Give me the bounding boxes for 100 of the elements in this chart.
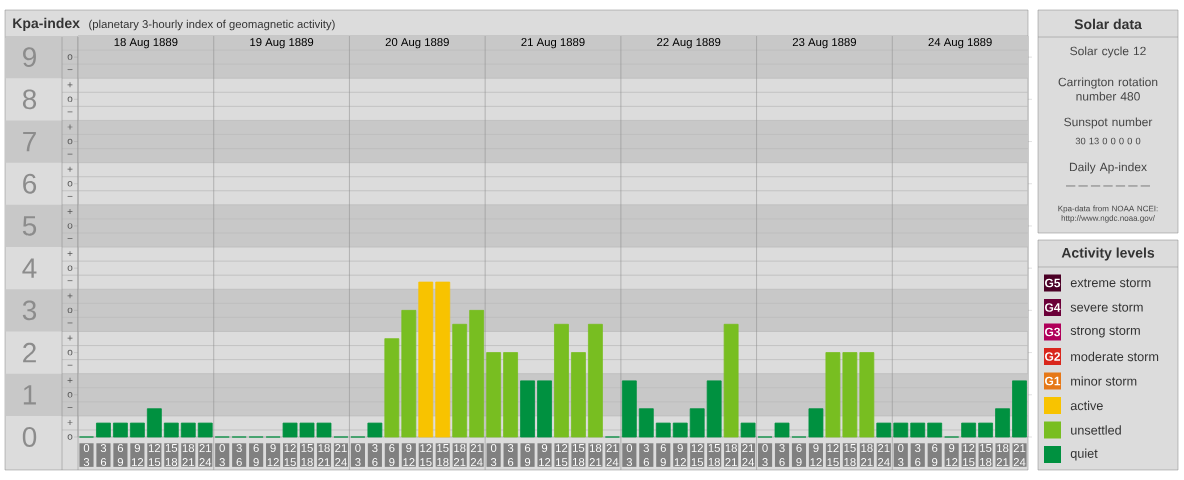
x-tick-label: 9 12 [403,444,415,466]
x-tick-label: 3 6 [779,444,785,467]
text: + [67,82,73,88]
legend-title: Activity levels [1061,247,1155,261]
text: + [67,335,73,341]
legend-label: unsettled [1071,425,1121,435]
y-tick-label: 6 [23,173,37,194]
legend-label: minor storm [1071,376,1137,386]
x-tick-label: 18 21 [453,444,466,466]
text: Solar cycle 12 [1070,46,1146,58]
x-tick-label: 21 24 [199,444,212,466]
x-tick-label: 15 18 [165,444,178,466]
text: − [67,322,73,324]
x-tick-label: 12 15 [420,444,432,467]
text: o [67,181,73,187]
legend-label: strong storm [1070,326,1140,338]
y-tick-label: 1 [23,385,36,405]
y-tick-label: 4 [22,258,37,278]
text: + [67,124,73,130]
text: G2 [1045,352,1061,361]
x-tick-label: 6 9 [117,444,124,467]
x-tick-label: 15 18 [573,444,585,466]
x-tick-label: 0 3 [83,444,90,467]
text: G5 [1045,278,1061,288]
x-tick-label: 15 18 [980,444,992,466]
legend-label: extreme storm [1070,278,1151,288]
x-tick-label: 6 9 [660,444,666,467]
x-tick-label: 12 15 [963,444,975,467]
text: + [67,251,73,257]
text: − [67,364,73,366]
y-tick-label: 7 [23,131,36,152]
x-tick-label: 18 21 [318,444,330,466]
x-tick-label: 18 21 [996,444,1009,466]
text: Carrington rotation number 480 [1058,77,1158,101]
chart-subtitle: (planetary 3-hourly index of geomagnetic activity) [89,19,335,31]
legend-label: active [1070,400,1103,411]
x-tick-label: 9 12 [810,444,822,466]
x-tick-label: 12 15 [284,444,296,467]
y-tick-label: 3 [22,300,37,321]
text: Sunspot number [1064,117,1153,129]
text: + [67,377,73,383]
text: o [67,349,73,356]
text: o [67,434,73,440]
x-tick-label: 12 15 [148,444,161,467]
x-tick-label: 3 6 [236,444,242,467]
text: — — — — — — — [1066,185,1150,187]
annotation: 21 Aug 1889 [521,38,585,49]
text: Kpa-data from NOAA NCEI: http://www.ngdc.noaa.gov/ [1058,205,1158,223]
text: + [67,166,73,172]
x-tick-label: 0 3 [762,444,768,467]
x-tick-label: 15 18 [844,444,856,466]
x-tick-label: 9 12 [267,444,279,466]
x-tick-label: 9 12 [539,444,551,466]
x-tick-label: 0 3 [219,444,225,467]
x-tick-label: 6 9 [932,444,938,467]
x-tick-label: 6 9 [796,444,802,467]
y-tick-label: 5 [22,216,37,236]
text: Solar data [1074,18,1142,30]
text: − [67,280,73,282]
x-tick-label: 9 12 [131,444,144,466]
x-tick-label: 3 6 [643,444,649,467]
x-tick-label: 0 3 [355,444,361,467]
annotation: 19 Aug 1889 [250,38,314,49]
x-tick-label: 3 6 [100,444,107,467]
chart-title: Kpa-index [13,17,80,31]
text: − [67,195,73,197]
x-tick-label: 6 9 [389,444,395,467]
y-tick-label: 0 [22,427,37,447]
text: + [67,420,73,425]
text: − [67,69,73,71]
text: o [67,96,73,103]
x-tick-label: 9 12 [946,444,958,466]
text: G4 [1045,303,1061,312]
x-tick-label: 12 15 [691,444,704,467]
text: Daily Ap-index [1069,162,1147,174]
annotation: 20 Aug 1889 [385,38,449,49]
x-tick-label: 15 18 [301,444,313,466]
text: + [67,208,73,214]
x-tick-label: 15 18 [437,444,449,466]
x-tick-label: 21 24 [470,444,483,466]
x-tick-label: 18 21 [589,444,602,466]
x-tick-label: 21 24 [335,444,347,466]
text: o [67,54,73,60]
text: 30 13 0 0 0 0 0 [1075,137,1141,145]
annotation: 23 Aug 1889 [792,38,857,49]
x-tick-label: 6 9 [253,444,259,467]
x-tick-label: 6 9 [524,444,531,467]
text: + [67,293,73,299]
legend-label: moderate storm [1071,351,1159,362]
text: − [67,153,73,155]
x-tick-label: 0 3 [490,444,497,467]
text: o [67,265,73,271]
y-tick-label: 9 [23,47,36,68]
text: − [67,407,73,408]
text: o [67,223,73,229]
x-tick-label: 9 12 [674,444,686,466]
x-tick-label: 18 21 [182,444,195,466]
text: − [67,111,73,113]
x-tick-label: 12 15 [556,444,568,467]
x-tick-label: 21 24 [606,444,619,466]
